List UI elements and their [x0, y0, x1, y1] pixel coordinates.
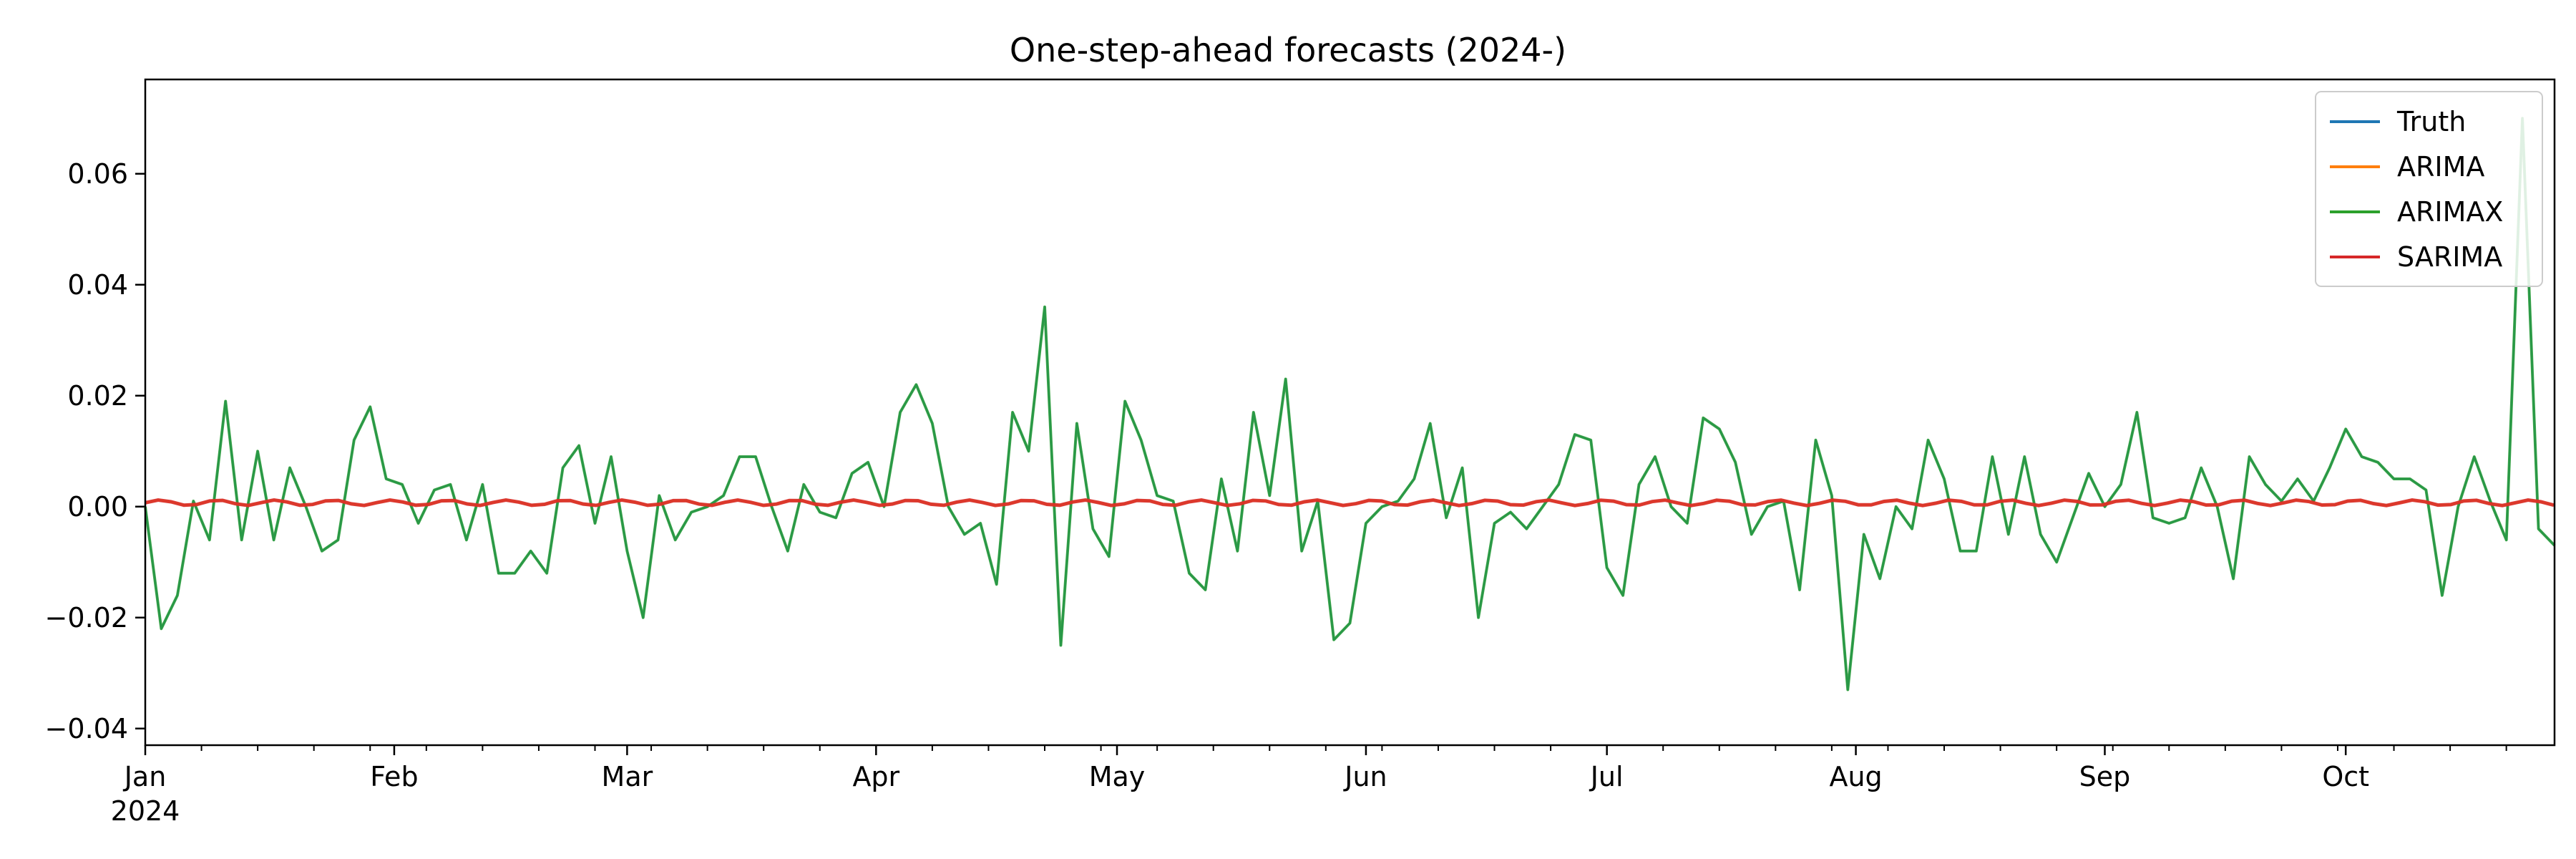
x-tick-label: Jan: [123, 761, 167, 792]
x-tick-label: Sep: [2079, 761, 2131, 792]
plot-area: [144, 117, 2556, 691]
y-tick-label: 0.06: [67, 158, 128, 190]
legend: Truth ARIMA ARIMAX SARIMA: [2315, 91, 2543, 287]
series-line-arimax: [144, 117, 2556, 691]
x-tick-label: Mar: [602, 761, 653, 792]
x-tick-label: Oct: [2322, 761, 2369, 792]
plot-frame: [144, 78, 2556, 747]
y-tick-label: 0.00: [67, 491, 128, 523]
legend-label: ARIMA: [2397, 151, 2484, 183]
x-tick-label: Jun: [1343, 761, 1387, 792]
chart-title: One-step-ahead forecasts (2024-): [1010, 31, 1566, 69]
y-tick-label: −0.04: [45, 713, 128, 744]
x-tick-label: Jul: [1589, 761, 1624, 792]
series-line-sarima: [145, 498, 2555, 508]
legend-box: [2315, 91, 2543, 287]
x-tick-label: Apr: [852, 761, 899, 792]
y-tick-label: 0.02: [67, 380, 128, 412]
legend-label: SARIMA: [2397, 241, 2502, 273]
x-tick-label: Feb: [370, 761, 418, 792]
y-tick-label: 0.04: [67, 269, 128, 301]
x-tick-year-label: 2024: [111, 795, 180, 827]
legend-label: Truth: [2396, 106, 2466, 137]
y-axis: −0.04 −0.02 0.00 0.02 0.04 0.06: [45, 158, 145, 744]
legend-label: ARIMAX: [2397, 196, 2503, 228]
series-line-truth: [144, 117, 2556, 691]
x-tick-label: Aug: [1829, 761, 1882, 792]
x-tick-label: May: [1089, 761, 1146, 792]
y-tick-label: −0.02: [45, 602, 128, 634]
